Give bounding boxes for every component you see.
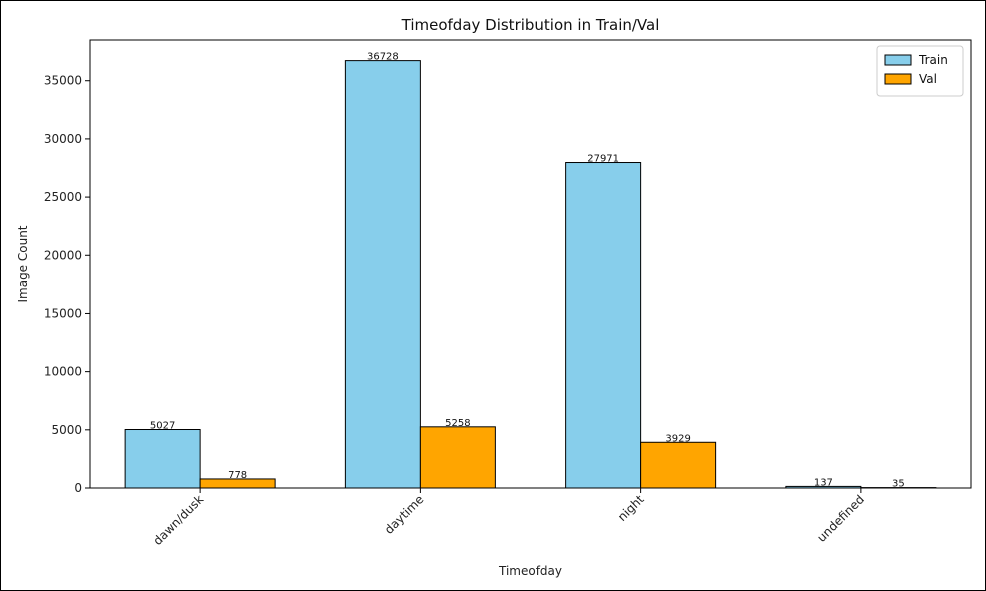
y-axis-label: Image Count xyxy=(16,225,30,302)
x-axis-label: Timeofday xyxy=(498,564,562,578)
legend-swatch xyxy=(884,73,912,85)
y-tick-label: 5000 xyxy=(51,423,82,437)
y-tick-label: 10000 xyxy=(44,365,82,379)
data-label: 35 xyxy=(892,479,905,490)
bars xyxy=(124,60,937,489)
data-label: 778 xyxy=(228,470,247,481)
legend: Train Val xyxy=(876,45,964,97)
data-label: 5027 xyxy=(150,421,175,432)
data-label: 137 xyxy=(814,477,833,488)
y-tick-label: 25000 xyxy=(44,190,82,204)
x-tick-label: undefined xyxy=(814,492,867,545)
bar-train-daytime xyxy=(344,60,421,489)
data-label: 36728 xyxy=(367,52,399,63)
y-tick-label: 15000 xyxy=(44,306,82,320)
x-tick-label: dawn/dusk xyxy=(150,492,206,548)
y-tick-label: 35000 xyxy=(44,74,82,88)
y-axis: 0 5000 10000 15000 20000 25000 30000 35000 xyxy=(44,74,90,495)
y-tick-label: 20000 xyxy=(44,248,82,262)
x-tick-label: night xyxy=(615,492,647,524)
y-tick-label: 0 xyxy=(74,481,82,495)
plot-area-border xyxy=(89,39,972,489)
x-tick-label: daytime xyxy=(382,492,427,537)
y-tick-label: 30000 xyxy=(44,132,82,146)
data-labels: 5027 778 36728 5258 27971 3929 137 35 xyxy=(150,52,905,490)
bar-val-night xyxy=(640,441,717,489)
legend-swatch xyxy=(884,54,912,66)
x-axis: dawn/dusk daytime night undefined xyxy=(150,488,867,548)
chart-title: Timeofday Distribution in Train/Val xyxy=(401,16,660,34)
data-label: 5258 xyxy=(445,418,470,429)
bar-val-daytime xyxy=(419,426,496,489)
data-label: 3929 xyxy=(665,433,690,444)
data-label: 27971 xyxy=(587,154,619,165)
bar-train-dawndusk xyxy=(124,429,201,489)
legend-label: Val xyxy=(919,72,937,86)
legend-label: Train xyxy=(918,53,948,67)
bar-train-night xyxy=(565,162,642,489)
